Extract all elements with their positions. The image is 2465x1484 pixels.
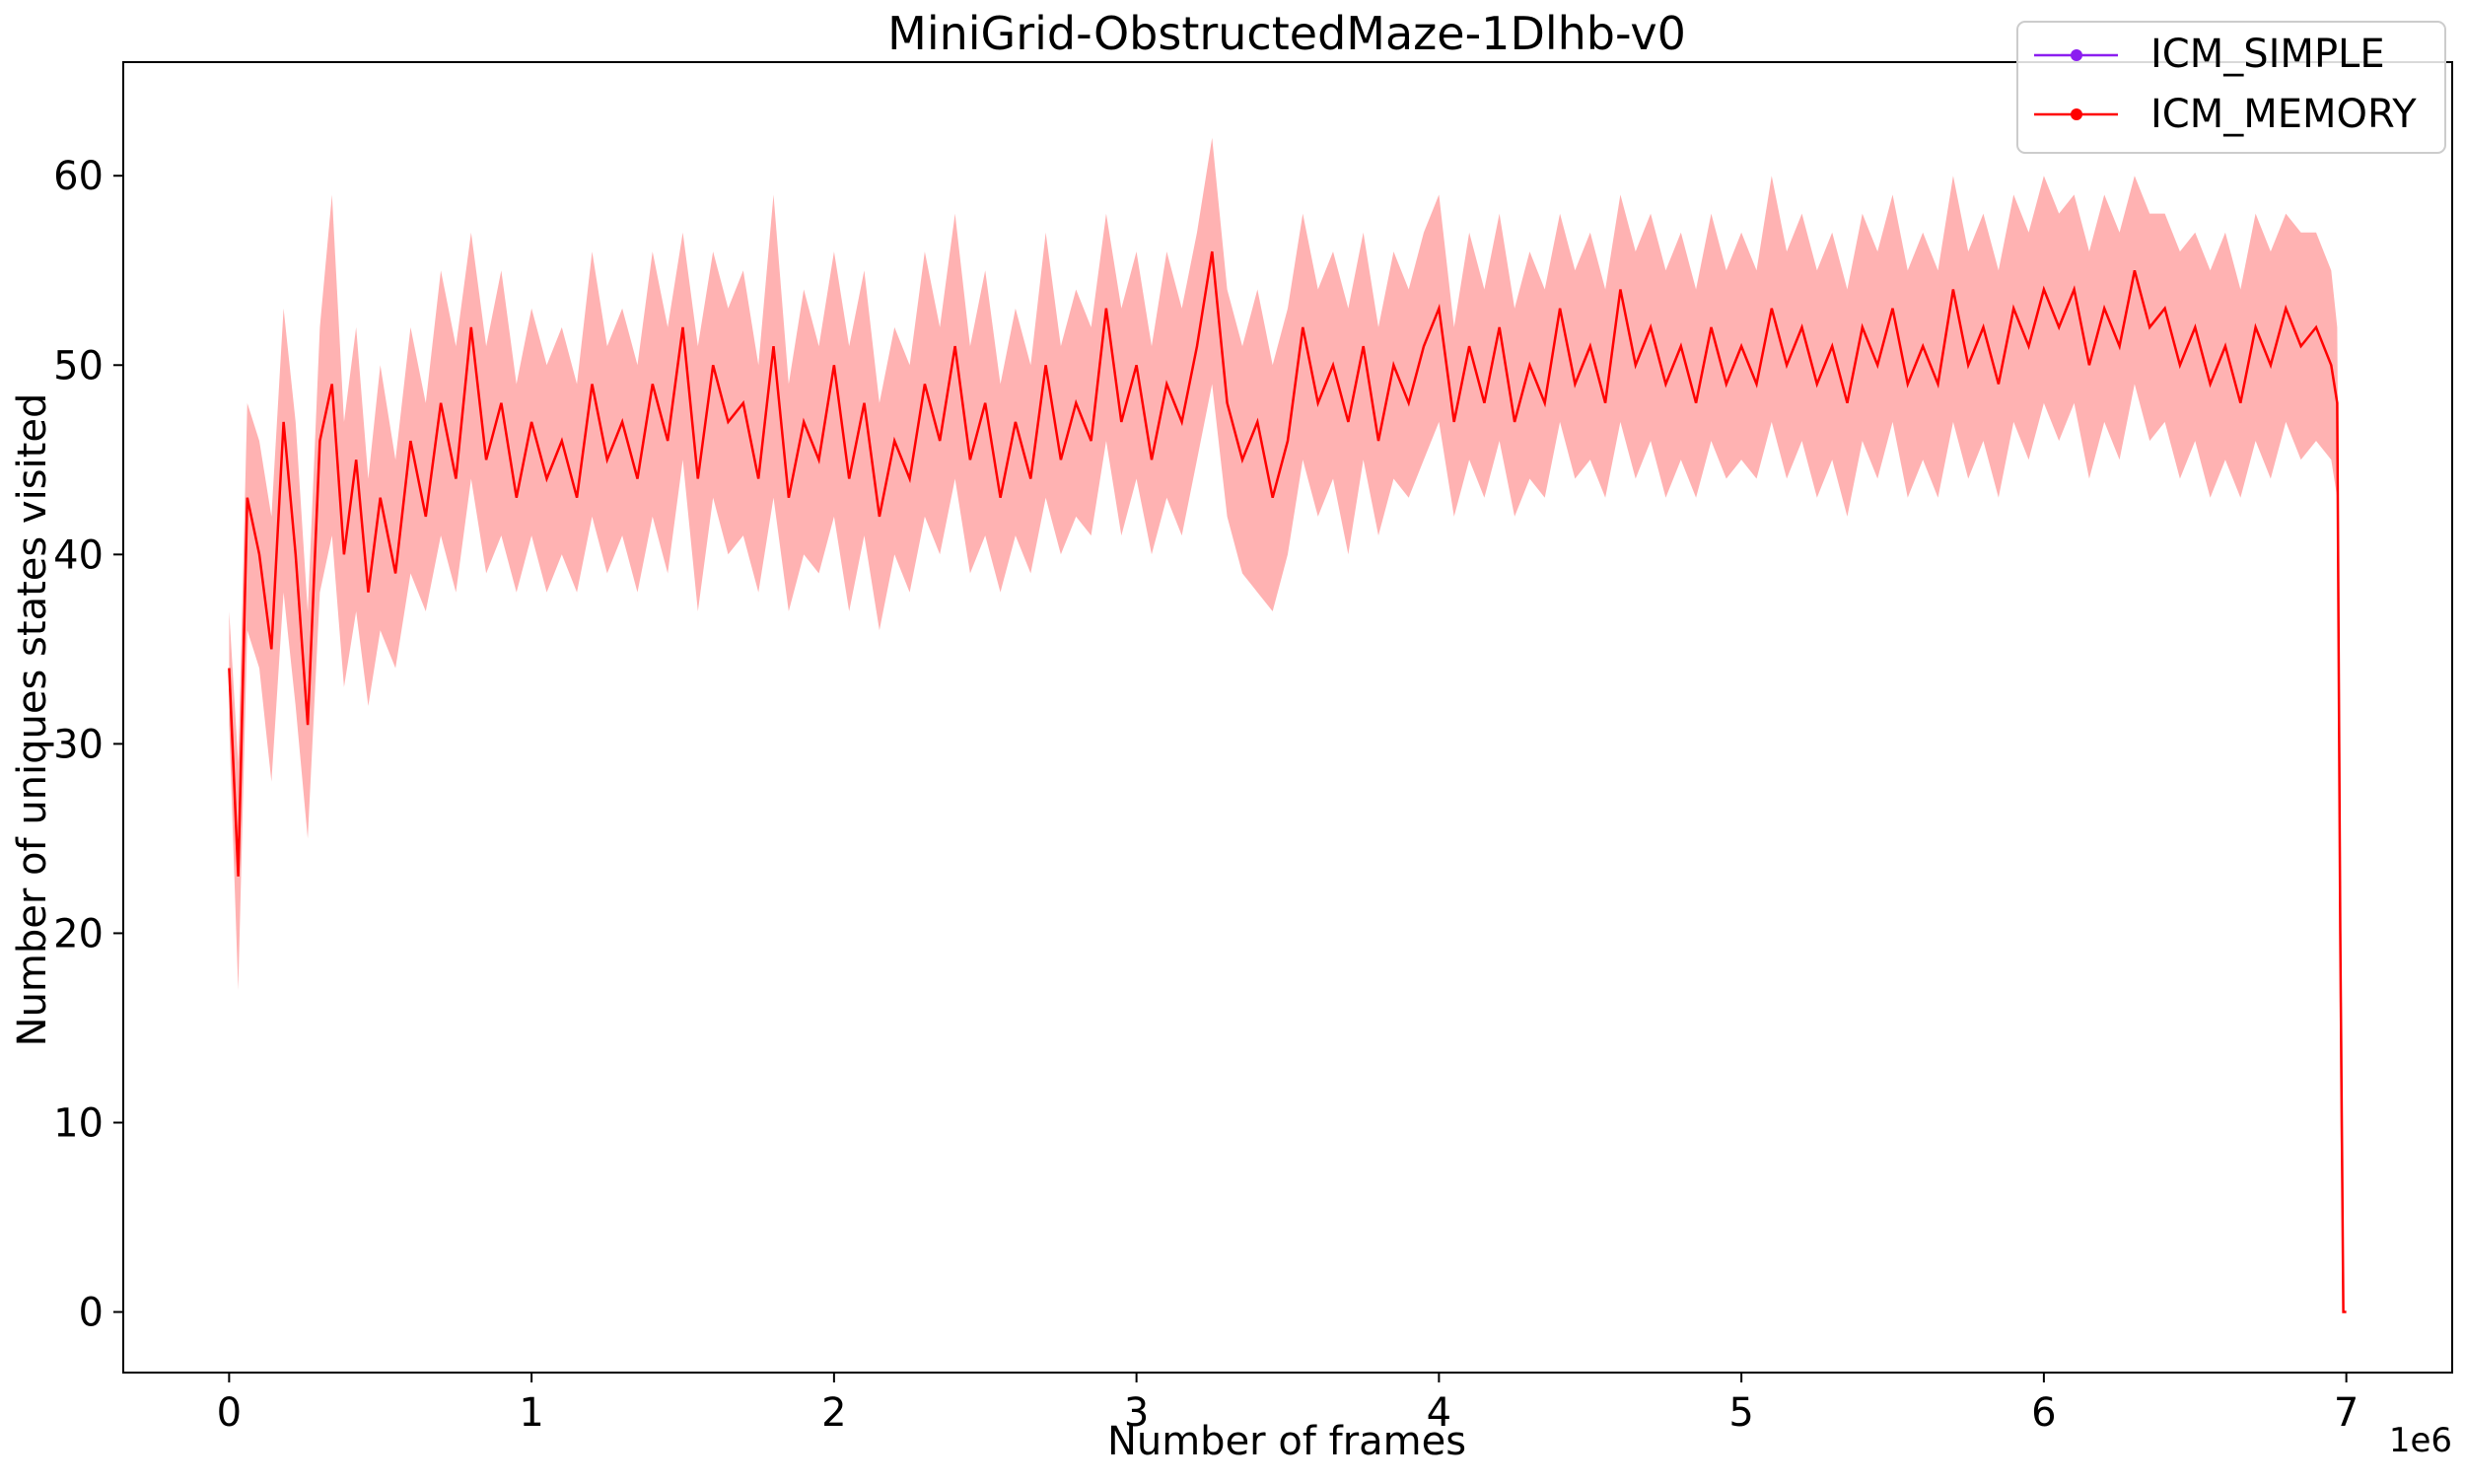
x-tick-label: 3 (1124, 1390, 1149, 1436)
y-tick-label: 30 (53, 722, 104, 767)
y-axis-label: Number of uniques states visited (10, 393, 55, 1047)
icm-memory-confidence-band (229, 137, 2347, 1312)
plot-frame (122, 61, 2453, 1374)
legend-entry-icm-simple: ICM_SIMPLE (2034, 32, 2385, 77)
legend-entry-icm-memory: ICM_MEMORY (2034, 92, 2417, 137)
icm-memory-line (228, 250, 2347, 1313)
y-tick-label: 60 (53, 154, 104, 199)
x-tick-label: 2 (821, 1390, 846, 1436)
x-tick-label: 6 (2031, 1390, 2056, 1436)
y-tick-label: 10 (53, 1100, 104, 1146)
y-tick-label: 40 (53, 532, 104, 578)
y-tick-label: 0 (79, 1291, 104, 1336)
y-axis-ticks: 0 10 20 30 40 50 60 (53, 154, 123, 1336)
x-axis-ticks: 0 1 2 3 4 5 6 7 (217, 1373, 2359, 1436)
plot-area (122, 61, 2453, 1374)
x-tick-label: 5 (1728, 1390, 1753, 1436)
legend-box (2016, 21, 2446, 154)
chart-title: MiniGrid-ObstructedMaze-1Dlhb-v0 (887, 7, 1686, 60)
x-tick-label: 1 (519, 1390, 543, 1436)
x-tick-label: 7 (2334, 1390, 2359, 1436)
legend-marker-icm-memory (2071, 108, 2082, 120)
x-tick-label: 0 (217, 1390, 242, 1436)
y-tick-label: 20 (53, 911, 104, 956)
x-tick-label: 4 (1427, 1390, 1451, 1436)
y-tick-label: 50 (53, 343, 104, 389)
legend-label-icm-memory: ICM_MEMORY (2150, 92, 2417, 137)
legend-marker-icm-simple (2071, 49, 2082, 61)
x-axis-label: Number of frames (1107, 1419, 1466, 1464)
legend-label-icm-simple: ICM_SIMPLE (2150, 32, 2385, 77)
x-axis-scale-label: 1e6 (2389, 1421, 2452, 1460)
legend: ICM_SIMPLE ICM_MEMORY (2016, 21, 2446, 154)
